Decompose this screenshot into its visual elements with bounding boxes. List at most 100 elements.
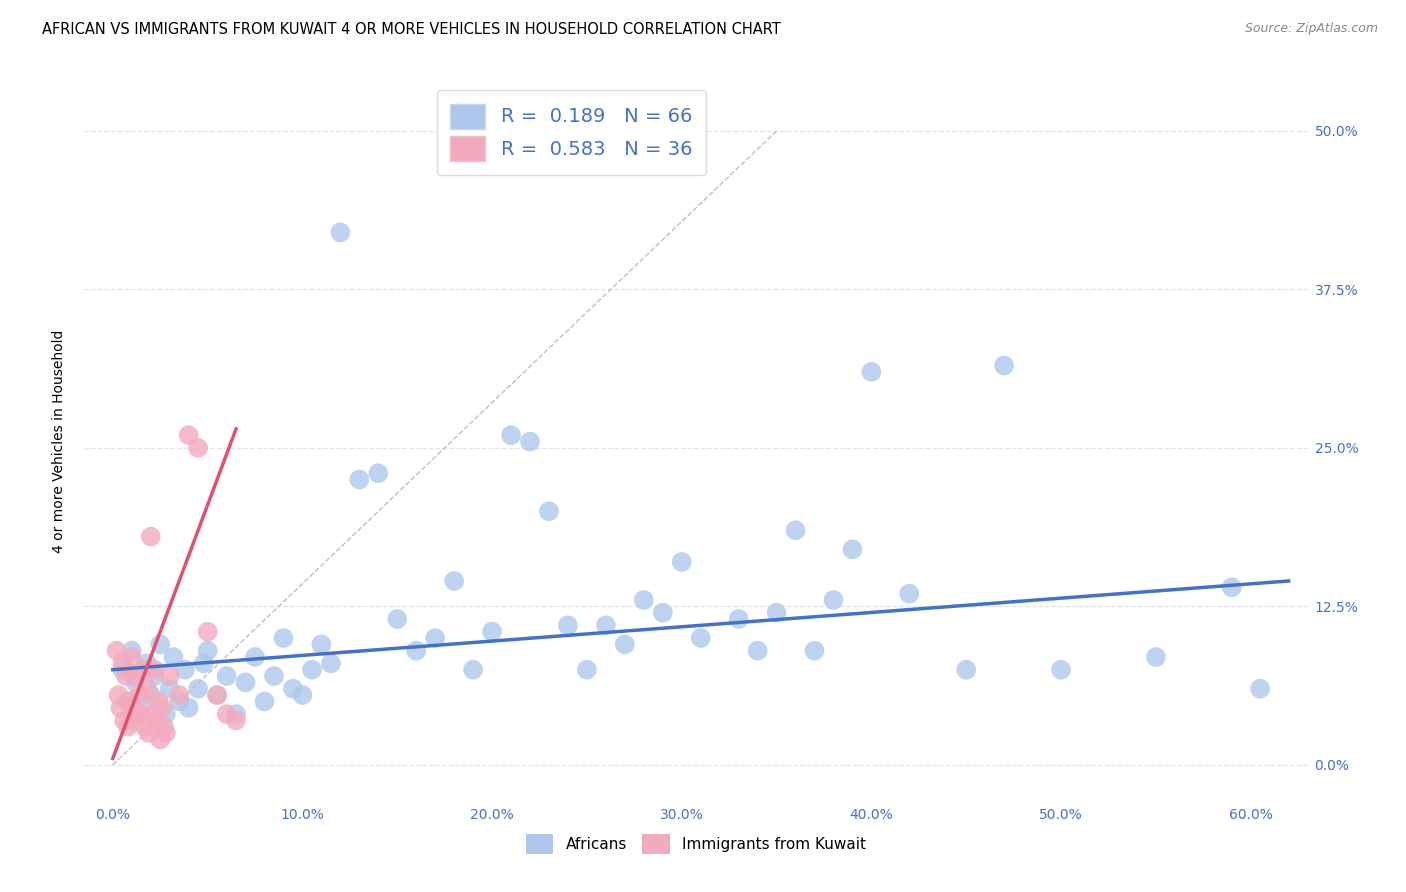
- Point: [689, 631, 711, 645]
- Point: [145, 714, 167, 728]
- Point: [225, 707, 247, 722]
- Point: [121, 700, 143, 714]
- Point: [319, 657, 342, 671]
- Point: [225, 714, 247, 728]
- Point: [122, 714, 145, 728]
- Point: [159, 681, 181, 696]
- Point: [595, 618, 617, 632]
- Point: [727, 612, 749, 626]
- Point: [803, 643, 825, 657]
- Point: [134, 720, 156, 734]
- Point: [993, 359, 1015, 373]
- Point: [138, 726, 160, 740]
- Point: [111, 657, 134, 671]
- Point: [955, 663, 977, 677]
- Point: [243, 650, 266, 665]
- Point: [443, 574, 465, 588]
- Point: [311, 637, 333, 651]
- Point: [159, 669, 181, 683]
- Point: [136, 657, 159, 671]
- Point: [281, 681, 304, 696]
- Point: [150, 700, 173, 714]
- Point: [121, 650, 143, 665]
- Point: [651, 606, 673, 620]
- Point: [117, 694, 139, 708]
- Point: [111, 663, 134, 677]
- Point: [110, 700, 132, 714]
- Text: Source: ZipAtlas.com: Source: ZipAtlas.com: [1244, 22, 1378, 36]
- Point: [118, 694, 141, 708]
- Point: [519, 434, 541, 449]
- Point: [177, 700, 200, 714]
- Point: [367, 467, 389, 481]
- Point: [143, 669, 166, 683]
- Legend: Africans, Immigrants from Kuwait: Africans, Immigrants from Kuwait: [520, 829, 872, 860]
- Point: [124, 675, 146, 690]
- Point: [253, 694, 276, 708]
- Point: [177, 428, 200, 442]
- Point: [129, 700, 152, 714]
- Point: [481, 624, 503, 639]
- Point: [197, 624, 219, 639]
- Point: [785, 523, 807, 537]
- Point: [121, 643, 143, 657]
- Point: [405, 643, 427, 657]
- Point: [155, 707, 177, 722]
- Point: [142, 707, 165, 722]
- Point: [291, 688, 314, 702]
- Point: [167, 694, 190, 708]
- Point: [235, 675, 257, 690]
- Point: [841, 542, 863, 557]
- Point: [215, 669, 238, 683]
- Point: [148, 694, 170, 708]
- Point: [575, 663, 598, 677]
- Point: [127, 707, 149, 722]
- Point: [557, 618, 579, 632]
- Point: [107, 688, 129, 702]
- Point: [1249, 681, 1271, 696]
- Point: [149, 637, 172, 651]
- Point: [463, 663, 485, 677]
- Point: [132, 663, 155, 677]
- Point: [136, 681, 159, 696]
- Point: [129, 707, 152, 722]
- Point: [215, 707, 238, 722]
- Point: [329, 226, 352, 240]
- Point: [205, 688, 228, 702]
- Point: [193, 657, 215, 671]
- Point: [633, 593, 655, 607]
- Point: [671, 555, 693, 569]
- Point: [167, 688, 190, 702]
- Point: [139, 688, 162, 702]
- Point: [197, 643, 219, 657]
- Point: [149, 732, 172, 747]
- Y-axis label: 4 or more Vehicles in Household: 4 or more Vehicles in Household: [52, 330, 66, 553]
- Point: [143, 663, 166, 677]
- Point: [898, 587, 921, 601]
- Point: [187, 681, 209, 696]
- Point: [747, 643, 769, 657]
- Point: [1220, 580, 1243, 594]
- Point: [173, 663, 195, 677]
- Text: AFRICAN VS IMMIGRANTS FROM KUWAIT 4 OR MORE VEHICLES IN HOUSEHOLD CORRELATION CH: AFRICAN VS IMMIGRANTS FROM KUWAIT 4 OR M…: [42, 22, 780, 37]
- Point: [115, 669, 138, 683]
- Point: [263, 669, 285, 683]
- Point: [155, 726, 177, 740]
- Point: [112, 714, 135, 728]
- Point: [1050, 663, 1073, 677]
- Point: [105, 643, 128, 657]
- Point: [387, 612, 409, 626]
- Point: [765, 606, 787, 620]
- Point: [1144, 650, 1167, 665]
- Point: [124, 669, 146, 683]
- Point: [537, 504, 560, 518]
- Point: [128, 688, 150, 702]
- Point: [425, 631, 447, 645]
- Point: [273, 631, 295, 645]
- Point: [613, 637, 636, 651]
- Point: [823, 593, 845, 607]
- Point: [139, 530, 162, 544]
- Point: [349, 473, 371, 487]
- Point: [162, 650, 184, 665]
- Point: [187, 441, 209, 455]
